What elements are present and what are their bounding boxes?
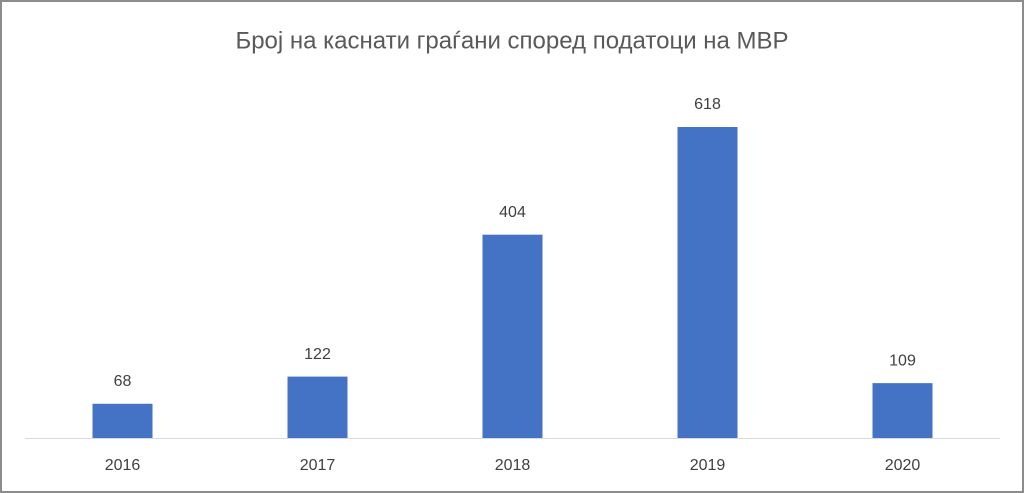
x-tick-label: 2020 <box>885 457 921 474</box>
chart-title: Број на каснати граѓани според податоци … <box>235 27 788 54</box>
x-tick-label: 2017 <box>300 457 336 474</box>
data-label: 109 <box>889 352 916 369</box>
x-tick-label: 2016 <box>105 457 141 474</box>
bar <box>92 403 153 438</box>
bar <box>677 127 738 438</box>
x-tick-label: 2019 <box>690 457 726 474</box>
data-label: 618 <box>694 96 721 113</box>
bar <box>287 376 348 438</box>
data-label: 122 <box>304 346 331 363</box>
x-tick-label: 2018 <box>495 457 531 474</box>
data-label: 404 <box>499 204 526 221</box>
bar <box>482 234 543 438</box>
bar <box>872 383 933 438</box>
data-label: 68 <box>114 373 132 390</box>
